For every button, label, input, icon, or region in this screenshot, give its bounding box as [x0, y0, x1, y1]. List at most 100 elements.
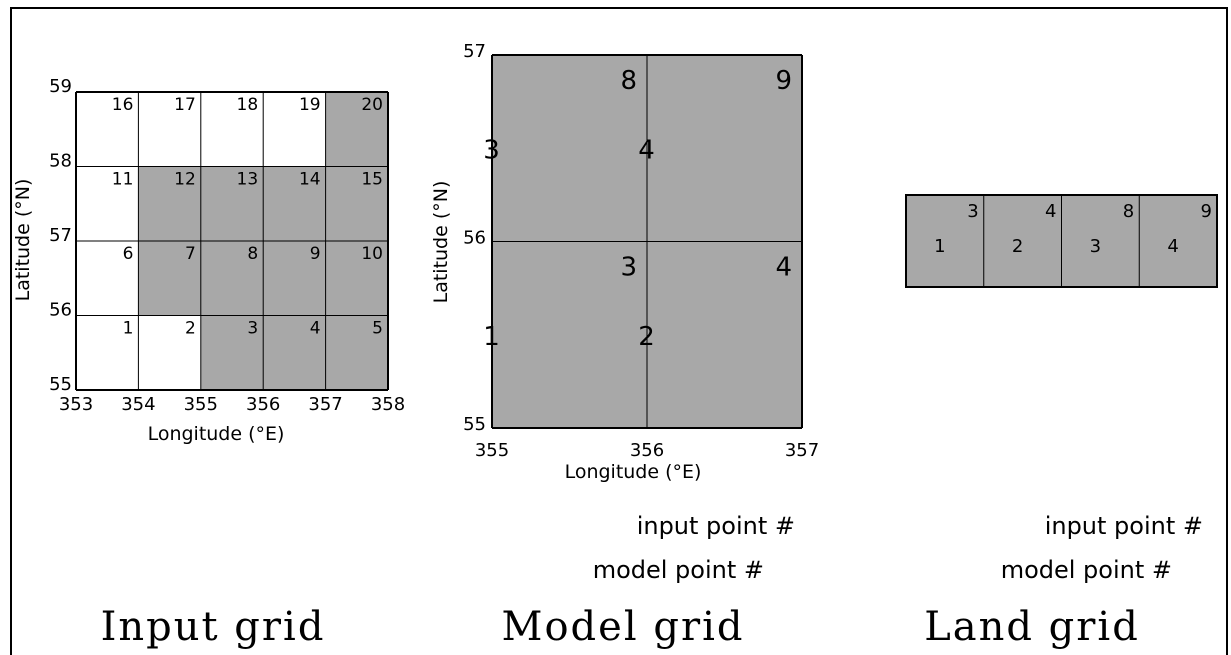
- input-cell-9: [263, 241, 326, 316]
- input-cell-8: [200, 241, 264, 316]
- input-cell-12: [138, 166, 201, 241]
- input-cell-11: [76, 166, 139, 241]
- input-cell-label-15: 15: [361, 170, 383, 190]
- input-cell-label-2: 2: [185, 319, 196, 339]
- land-cell-model-label-4: 4: [1167, 236, 1178, 257]
- input-cell-label-16: 16: [112, 95, 134, 115]
- input-cell-13: [200, 166, 264, 241]
- input-grid-x-tick-labels: 353 354 355 356 357 358: [59, 394, 405, 415]
- input-x-tick-353: 353: [59, 394, 93, 415]
- input-cell-label-1: 1: [123, 319, 134, 339]
- input-cell-18: [200, 92, 264, 167]
- model-cell-3: [492, 55, 647, 242]
- model-cell-input-label-9: 9: [775, 66, 792, 96]
- model-grid-title: Model grid: [502, 604, 745, 650]
- input-cell-14: [263, 166, 326, 241]
- model-grid-cell-labels: 3 1 4 2 8 3 9 4: [483, 66, 792, 352]
- input-y-tick-55: 55: [49, 374, 72, 395]
- model-cell-input-label-3: 3: [620, 253, 637, 283]
- model-y-tick-56: 56: [463, 228, 486, 249]
- input-y-tick-58: 58: [49, 151, 72, 172]
- land-cell-model-label-2: 2: [1012, 236, 1023, 257]
- land-grid-cell-labels: 3 1 4 2 8 3 9 4: [934, 201, 1212, 257]
- input-grid-cells: [76, 92, 388, 390]
- land-grid-title: Land grid: [924, 604, 1140, 650]
- model-cell-input-label-4: 4: [775, 253, 792, 283]
- land-cell-input-label-8: 8: [1123, 201, 1134, 222]
- input-cell-5: [325, 315, 388, 390]
- model-x-tick-356: 356: [630, 440, 664, 461]
- model-grid-y-tick-labels: 55 56 57: [463, 41, 486, 435]
- input-cell-3: [200, 315, 264, 390]
- input-cell-label-13: 13: [237, 170, 259, 190]
- input-cell-label-20: 20: [361, 95, 383, 115]
- input-x-tick-356: 356: [246, 394, 280, 415]
- input-cell-label-3: 3: [247, 319, 258, 339]
- model-cell-2: [647, 241, 802, 428]
- model-y-tick-55: 55: [463, 414, 486, 435]
- input-cell-7: [138, 241, 201, 316]
- input-cell-16: [76, 92, 139, 167]
- model-grid-lines: [491, 54, 803, 429]
- input-y-tick-59: 59: [49, 76, 72, 97]
- model-cell-4: [647, 55, 802, 242]
- input-cell-label-9: 9: [310, 244, 321, 264]
- input-x-tick-358: 358: [371, 394, 405, 415]
- input-cell-4: [263, 315, 326, 390]
- input-cell-label-5: 5: [372, 319, 383, 339]
- input-cell-1: [76, 315, 139, 390]
- input-cell-10: [325, 241, 388, 316]
- input-cell-label-4: 4: [310, 319, 321, 339]
- input-cell-label-7: 7: [185, 244, 196, 264]
- input-cell-label-10: 10: [361, 244, 383, 264]
- input-x-tick-354: 354: [121, 394, 155, 415]
- input-grid-lines: [75, 91, 389, 391]
- input-cell-label-6: 6: [123, 244, 134, 264]
- input-cell-label-8: 8: [247, 244, 258, 264]
- model-grid-x-tick-labels: 355 356 357: [475, 440, 819, 461]
- input-cell-15: [325, 166, 388, 241]
- model-y-tick-57: 57: [463, 41, 486, 62]
- input-cell-label-12: 12: [174, 170, 196, 190]
- model-cell-1: [492, 241, 647, 428]
- input-grid-y-axis-label: Latitude (°N): [12, 179, 34, 302]
- input-cell-label-19: 19: [299, 95, 321, 115]
- input-cell-6: [76, 241, 139, 316]
- land-grid-panel: 3 1 4 2 8 3 9 4 input point # model point # Lan…: [905, 194, 1218, 650]
- model-cell-input-label-8: 8: [620, 66, 637, 96]
- model-cell-model-label-2: 2: [638, 322, 655, 352]
- input-grid-y-tick-labels: 55 56 57 58 59: [49, 76, 72, 395]
- model-cell-model-label-4: 4: [638, 135, 655, 165]
- input-cell-19: [263, 92, 326, 167]
- input-cell-20: [325, 92, 388, 167]
- land-grid-cells: [905, 194, 1218, 288]
- land-cell-model-label-1: 1: [934, 236, 945, 257]
- input-y-tick-57: 57: [49, 225, 72, 246]
- input-cell-label-18: 18: [237, 95, 259, 115]
- model-x-tick-357: 357: [785, 440, 819, 461]
- land-grid-legend-input: input point #: [1045, 512, 1203, 540]
- model-grid-legend-input: input point #: [637, 512, 795, 540]
- model-cell-model-label-1: 1: [483, 322, 500, 352]
- figure-frame: [10, 7, 1228, 655]
- land-cell-input-label-9: 9: [1201, 201, 1212, 222]
- input-cell-label-14: 14: [299, 170, 321, 190]
- input-grid-title: Input grid: [101, 604, 326, 650]
- model-grid-x-axis-label: Longitude (°E): [565, 461, 702, 483]
- input-cell-17: [138, 92, 201, 167]
- model-grid-panel: 3 1 4 2 8 3 9 4 355 356 357 55 56 57 Longitude (°E)…: [430, 41, 819, 650]
- input-cell-label-17: 17: [174, 95, 196, 115]
- input-cell-2: [138, 315, 201, 390]
- land-cell-model-label-3: 3: [1090, 236, 1101, 257]
- land-grid-legend-model: model point #: [1001, 556, 1172, 584]
- input-cell-label-11: 11: [112, 170, 134, 190]
- input-x-tick-357: 357: [308, 394, 342, 415]
- model-grid-y-axis-label: Latitude (°N): [430, 181, 452, 304]
- land-cell-input-label-4: 4: [1045, 201, 1056, 222]
- land-cell-input-label-3: 3: [967, 201, 978, 222]
- input-grid-x-axis-label: Longitude (°E): [148, 423, 285, 445]
- model-grid-legend-model: model point #: [593, 556, 764, 584]
- model-grid-cells: [492, 55, 802, 428]
